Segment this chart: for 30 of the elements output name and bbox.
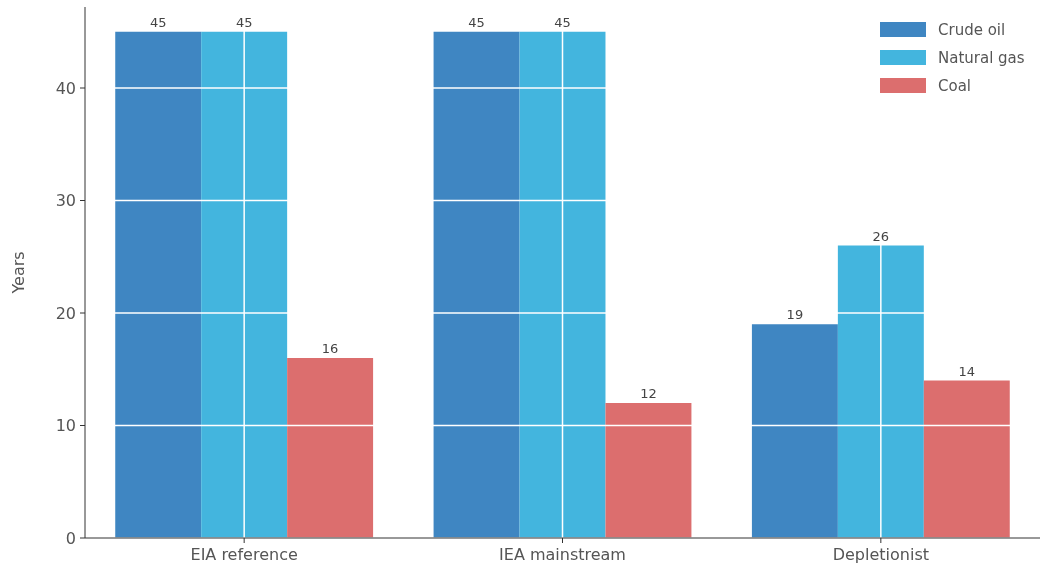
bar bbox=[605, 403, 692, 538]
bar bbox=[751, 324, 838, 538]
data-label: 14 bbox=[958, 363, 976, 379]
data-label: 45 bbox=[554, 14, 571, 30]
y-axis-title: Years bbox=[9, 251, 28, 295]
y-tick-label: 30 bbox=[55, 191, 76, 211]
bar bbox=[433, 31, 520, 538]
x-tick-label: Depletionist bbox=[832, 545, 929, 564]
legend-label: Crude oil bbox=[938, 21, 1006, 40]
x-tick-label: IEA mainstream bbox=[499, 545, 626, 564]
data-label: 45 bbox=[235, 14, 253, 30]
y-tick-label: 40 bbox=[55, 78, 76, 98]
data-label: 19 bbox=[786, 307, 804, 323]
legend-label: Natural gas bbox=[938, 49, 1025, 68]
data-label: 45 bbox=[468, 14, 485, 30]
bar bbox=[519, 31, 606, 538]
bar bbox=[287, 358, 374, 538]
legend-label: Coal bbox=[938, 77, 972, 96]
data-label: 16 bbox=[321, 341, 339, 356]
y-tick-label: 20 bbox=[55, 303, 76, 323]
data-label: 12 bbox=[640, 386, 657, 401]
data-label: 26 bbox=[872, 228, 890, 244]
y-tick-label: 10 bbox=[55, 416, 76, 436]
bar bbox=[923, 380, 1010, 538]
y-tick-label: 0 bbox=[65, 528, 76, 548]
x-tick-label: EIA reference bbox=[190, 545, 298, 564]
bar bbox=[837, 245, 924, 538]
data-label: 45 bbox=[149, 14, 167, 30]
bar bbox=[115, 31, 202, 538]
bar bbox=[201, 31, 288, 538]
